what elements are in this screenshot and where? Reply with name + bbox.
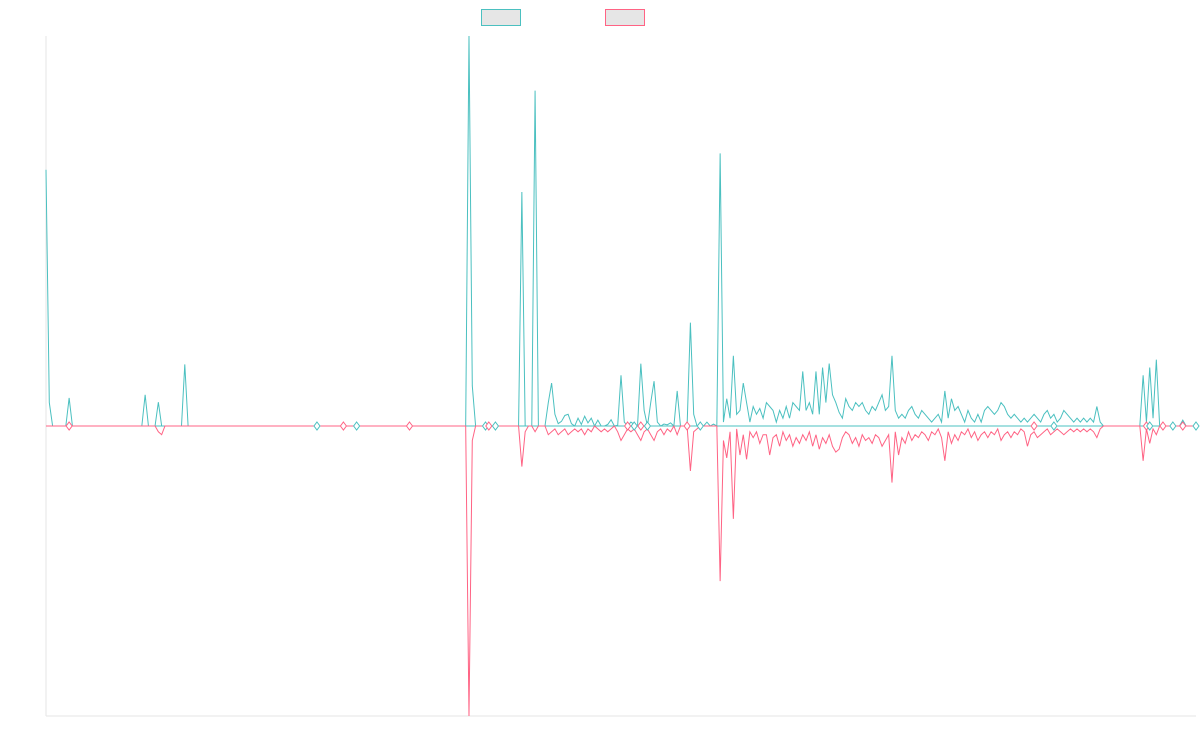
data-point-marker [1146,421,1154,431]
series-line-teal [45,35,1196,428]
data-point-marker [1169,421,1177,431]
data-point-marker [485,421,493,431]
data-point-marker [637,421,645,431]
data-point-marker [1050,421,1058,431]
data-point-marker [1030,421,1038,431]
data-point-marker [1159,421,1167,431]
data-point-marker [630,421,638,431]
data-point-marker [339,421,348,431]
series-layer [45,35,1196,717]
marker-layer [65,421,1200,431]
data-point-marker [491,421,500,431]
data-point-marker [643,421,652,431]
legend-item-teal-series[interactable] [481,9,521,26]
data-point-marker [1179,421,1187,431]
data-point-marker [623,421,632,431]
data-point-marker [683,421,691,431]
series-line-pink [46,424,1196,717]
legend-item-pink-series[interactable] [605,9,645,26]
data-point-marker [313,421,321,431]
data-point-marker [405,421,414,431]
data-point-marker [65,421,73,431]
data-point-marker [696,421,704,431]
data-point-marker [353,421,361,431]
data-point-marker [1192,421,1200,431]
